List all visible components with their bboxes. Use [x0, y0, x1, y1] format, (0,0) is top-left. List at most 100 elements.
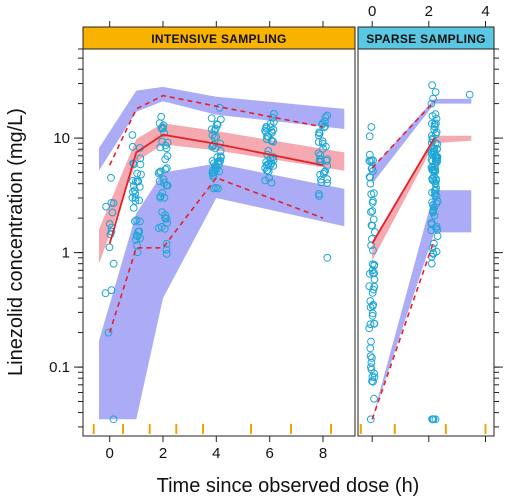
observed-point: [209, 173, 218, 181]
observed-point: [157, 223, 166, 231]
observed-point: [267, 137, 276, 145]
observed-point: [158, 123, 167, 132]
observed-point: [427, 259, 436, 268]
observed-point: [109, 259, 118, 268]
observed-point: [366, 352, 375, 361]
observed-point: [315, 128, 324, 137]
intensive-pi-median-band: [99, 123, 345, 264]
x-tick-label-sparse: 4: [481, 3, 489, 20]
observed-point: [135, 227, 144, 236]
observed-point: [432, 199, 441, 208]
observed-point: [369, 377, 377, 386]
observed-point: [214, 160, 223, 169]
observed-point: [163, 164, 171, 173]
observed-point: [366, 344, 375, 353]
observed-point: [370, 275, 379, 284]
observed-point: [161, 165, 170, 174]
observed-point: [368, 309, 377, 318]
observed-point: [433, 155, 442, 164]
observed-point: [368, 289, 377, 297]
observed-point: [104, 328, 113, 337]
observed-point: [161, 214, 170, 223]
x-axis: 0 2 4 6 8 0 2 4: [106, 3, 490, 462]
panel-sparse: SPARSE SAMPLING: [357, 26, 495, 437]
observed-point: [267, 159, 276, 168]
observed-point: [270, 110, 278, 118]
observed-point: [208, 131, 217, 140]
observed-point: [430, 120, 439, 129]
observed-point: [209, 184, 218, 193]
x-tick-label-intensive: 8: [319, 445, 327, 462]
observed-point: [215, 157, 223, 166]
observed-point: [157, 112, 166, 121]
observed-point: [261, 164, 270, 172]
observed-point: [158, 208, 167, 217]
observed-point: [108, 208, 117, 217]
observed-point: [129, 176, 137, 185]
observed-point: [162, 239, 171, 248]
x-tick-label-intensive: 4: [212, 445, 220, 462]
sparse-observed-median-line: [371, 137, 436, 244]
observed-point: [107, 173, 115, 182]
observed-point: [366, 415, 375, 424]
observed-point: [370, 394, 378, 403]
observed-point: [131, 217, 139, 226]
observed-point: [314, 138, 323, 146]
observed-point: [210, 159, 218, 168]
observed-point: [129, 187, 137, 196]
observed-point: [367, 208, 375, 216]
observed-point: [102, 202, 110, 211]
observed-point: [367, 363, 375, 372]
observed-point: [430, 211, 439, 220]
observed-point: [465, 90, 474, 99]
observed-point: [427, 218, 436, 227]
observed-point: [266, 123, 275, 131]
observed-point: [155, 177, 164, 186]
observed-point: [315, 192, 324, 200]
observed-point: [216, 152, 225, 161]
observed-point: [368, 207, 377, 215]
intensive-pi-upper-band: [99, 86, 345, 171]
intensive-plot-area: [99, 86, 345, 424]
observed-point: [318, 120, 326, 129]
observed-point: [368, 354, 376, 362]
observed-point: [163, 152, 172, 160]
y-axis: 0.1 1 10: [49, 48, 503, 428]
observed-point: [160, 129, 169, 137]
intensive-observed-p95-line: [108, 94, 324, 166]
sparse-pi-upper-band: [372, 98, 472, 184]
observed-point: [262, 158, 271, 167]
observed-point: [128, 142, 137, 151]
observed-point: [370, 319, 379, 328]
observed-point: [129, 181, 138, 190]
x-axis-title: Time since observed dose (h): [157, 475, 420, 497]
observed-point: [368, 311, 377, 320]
observed-point: [432, 114, 441, 123]
observed-point: [323, 162, 332, 170]
observed-point: [369, 285, 378, 294]
observed-point: [156, 167, 165, 176]
observed-point: [367, 337, 375, 346]
observed-point: [261, 176, 270, 185]
observed-point: [433, 226, 442, 234]
x-tick-label-intensive: 6: [266, 445, 274, 462]
observed-point: [217, 115, 225, 124]
observed-point: [366, 320, 375, 329]
observed-point: [162, 245, 171, 254]
observed-point: [428, 81, 437, 90]
x-tick-label-intensive: 0: [106, 445, 114, 462]
observed-point: [365, 132, 374, 141]
observed-point: [137, 170, 145, 179]
panel-intensive-layers: [92, 86, 345, 434]
observed-point: [129, 159, 138, 168]
observed-point: [427, 226, 436, 235]
observed-point: [132, 231, 141, 240]
sparse-pi-lower-band: [372, 190, 472, 420]
observed-point: [128, 131, 137, 139]
observed-point: [163, 219, 172, 227]
observed-point: [367, 190, 376, 199]
observed-point: [431, 415, 440, 424]
observed-point: [368, 302, 377, 311]
observed-point: [316, 155, 325, 164]
observed-point: [316, 151, 325, 159]
